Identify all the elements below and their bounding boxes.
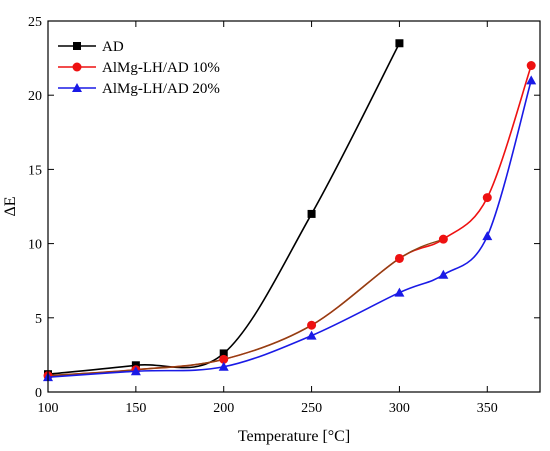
y-tick-label: 25 bbox=[28, 15, 42, 30]
y-tick-label: 10 bbox=[28, 238, 42, 253]
axes: 100 150 200 250 300 350 0 5 10 15 20 25 bbox=[28, 15, 540, 416]
y-tick-label: 20 bbox=[28, 89, 42, 104]
series-line-almg-lh-ad-20 bbox=[47, 80, 532, 378]
series-line-almg-lh-ad-10 bbox=[47, 65, 532, 377]
legend-label-almg-lh-ad-20: AlMg-LH/AD 20% bbox=[102, 81, 220, 97]
plot-frame bbox=[47, 20, 541, 393]
data-point-ad bbox=[395, 39, 404, 48]
data-point-almg-lh-ad-10 bbox=[438, 234, 448, 244]
legend-marker-almg-lh-ad-20 bbox=[72, 83, 82, 92]
data-point-almg-lh-ad-10 bbox=[526, 61, 536, 71]
legend-marker-ad bbox=[73, 42, 81, 50]
y-tick-label: 15 bbox=[28, 163, 42, 178]
y-axis-label: ΔE bbox=[2, 196, 19, 216]
y-tick-label: 5 bbox=[35, 312, 42, 327]
data-point-almg-lh-ad-20 bbox=[526, 75, 537, 85]
data-point-almg-lh-ad-10 bbox=[394, 253, 404, 263]
data-point-ad bbox=[219, 349, 228, 358]
legend-label-ad: AD bbox=[102, 39, 124, 55]
series-fit-line-almg-lh-ad-10 bbox=[47, 238, 444, 377]
series-almg-lh-ad-20 bbox=[43, 75, 537, 382]
x-tick-label: 250 bbox=[301, 401, 322, 416]
series-line-ad bbox=[47, 42, 401, 375]
data-point-almg-lh-ad-20 bbox=[218, 361, 229, 371]
data-point-almg-lh-ad-10 bbox=[482, 193, 492, 203]
series-almg-lh-ad-10 bbox=[43, 61, 536, 381]
x-tick-label: 300 bbox=[389, 401, 410, 416]
legend-item-almg-lh-ad-10: AlMg-LH/AD 10% bbox=[58, 60, 220, 76]
data-point-almg-lh-ad-20 bbox=[438, 269, 449, 279]
legend-label-almg-lh-ad-10: AlMg-LH/AD 10% bbox=[102, 60, 220, 76]
data-point-almg-lh-ad-10 bbox=[307, 320, 317, 330]
data-point-ad bbox=[307, 209, 316, 218]
legend-marker-almg-lh-ad-10 bbox=[72, 62, 82, 72]
data-point-almg-lh-ad-20 bbox=[394, 287, 405, 297]
data-point-almg-lh-ad-20 bbox=[130, 366, 141, 376]
series-ad bbox=[44, 39, 404, 379]
data-point-almg-lh-ad-20 bbox=[306, 330, 317, 340]
x-tick-label: 100 bbox=[38, 401, 59, 416]
plot-area bbox=[43, 39, 537, 382]
data-point-almg-lh-ad-10 bbox=[219, 354, 229, 364]
y-tick-label: 0 bbox=[35, 386, 42, 401]
legend: AD AlMg-LH/AD 10% AlMg-LH/AD 20% bbox=[58, 39, 220, 97]
x-axis-label: Temperature [°C] bbox=[238, 428, 350, 445]
x-tick-label: 350 bbox=[477, 401, 498, 416]
x-tick-label: 200 bbox=[213, 401, 234, 416]
x-tick-label: 150 bbox=[125, 401, 146, 416]
legend-item-ad: AD bbox=[58, 39, 124, 55]
legend-item-almg-lh-ad-20: AlMg-LH/AD 20% bbox=[58, 81, 220, 97]
data-point-almg-lh-ad-20 bbox=[482, 231, 493, 241]
